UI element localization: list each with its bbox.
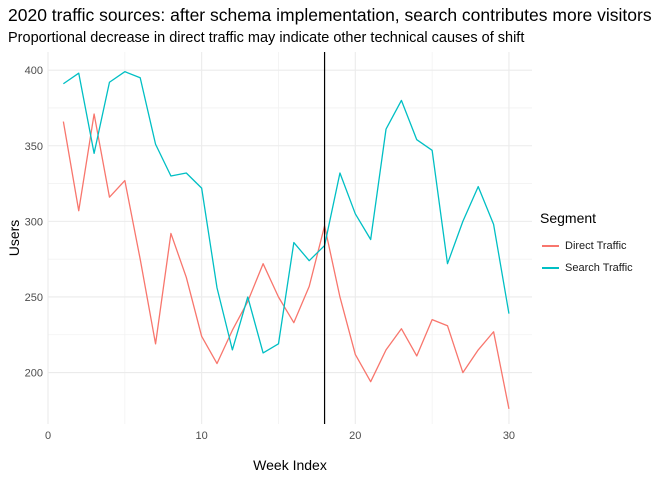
y-axis-label: Users: [6, 220, 22, 257]
y-tick-label: 250: [25, 292, 43, 304]
legend-item-direct-traffic: Direct Traffic: [540, 235, 633, 257]
series-line-search-traffic: [63, 71, 510, 354]
y-tick-label: 400: [25, 65, 43, 77]
x-tick-label: 0: [45, 430, 51, 442]
legend: Segment Direct Traffic Search Traffic: [540, 210, 633, 279]
x-tick-label: 30: [503, 430, 515, 442]
legend-key-direct-traffic: [542, 245, 559, 247]
legend-label-search-traffic: Search Traffic: [565, 262, 633, 274]
x-tick-label: 10: [196, 430, 208, 442]
y-tick-label: 350: [25, 141, 43, 153]
chart-title: 2020 traffic sources: after schema imple…: [8, 5, 652, 25]
chart-subtitle: Proportional decrease in direct traffic …: [8, 30, 525, 46]
y-tick-label: 200: [25, 368, 43, 380]
series-line-direct-traffic: [62, 113, 510, 410]
legend-key-search-traffic: [542, 267, 559, 269]
y-tick-label: 300: [25, 216, 43, 228]
legend-item-search-traffic: Search Traffic: [540, 257, 633, 279]
legend-title: Segment: [540, 210, 597, 226]
legend-label-direct-traffic: Direct Traffic: [565, 240, 627, 252]
x-axis-label: Week Index: [253, 457, 327, 473]
x-tick-label: 20: [349, 430, 361, 442]
